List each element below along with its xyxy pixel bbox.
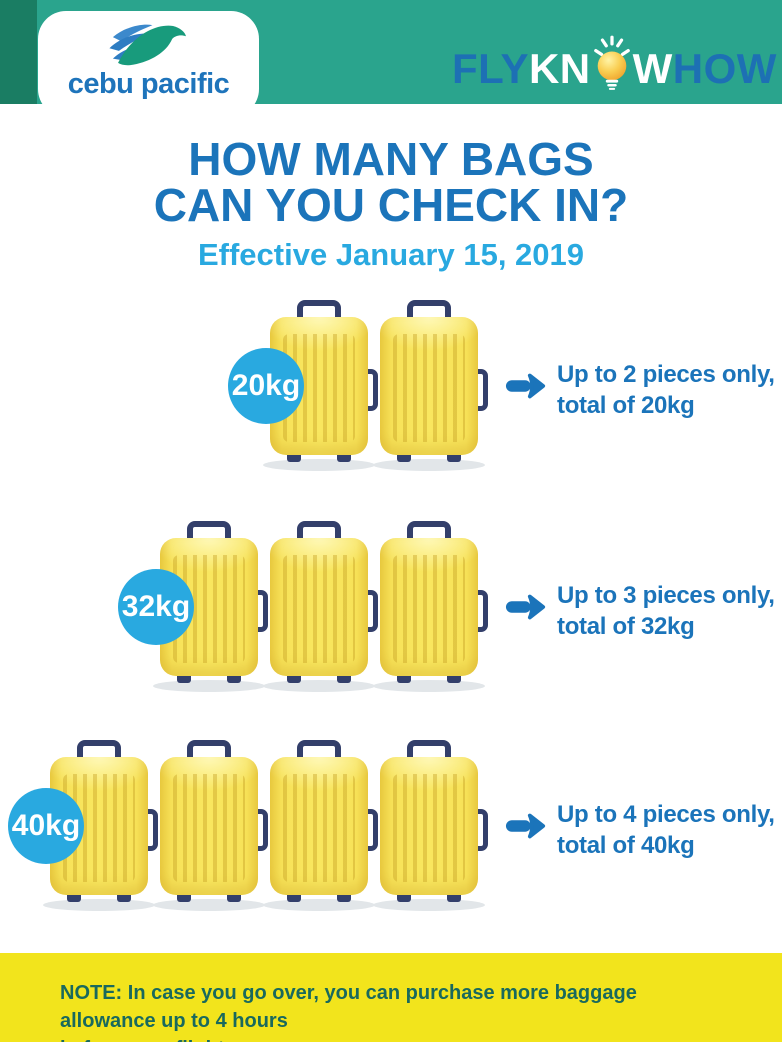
weight-badge-40kg: 40kg [8, 788, 84, 864]
suitcase-shadow [153, 899, 265, 911]
allowance-row-20kg: 20kg Up to 2 pieces only, total of 20kg [0, 300, 782, 471]
suitcase-icon [263, 521, 378, 692]
allowance-row-32kg: 32kg Up to 3 pie [0, 521, 782, 692]
suitcase-ribs [283, 555, 355, 663]
suitcase-top-handle [187, 521, 231, 549]
suitcase-group-40kg: 40kg [8, 740, 488, 911]
banner-left-accent [0, 0, 37, 104]
suitcase-wheel [447, 451, 461, 462]
suitcase-top-handle [297, 521, 341, 549]
suitcase-wheel [287, 451, 301, 462]
suitcase-wheel [227, 672, 241, 683]
allowance-caption-20kg: Up to 2 pieces only, total of 20kg [557, 359, 775, 421]
caption-line2: total of 20kg [557, 392, 695, 419]
effective-date: Effective January 15, 2019 [197, 237, 585, 272]
suitcase-ribs [393, 555, 465, 663]
suitcase-top-handle [187, 740, 231, 768]
suitcase-top-handle [297, 740, 341, 768]
caption-line1: Up to 3 pieces only, [557, 582, 775, 609]
arrow-right-icon [505, 594, 546, 620]
suitcase-icon [153, 740, 268, 911]
allowance-row-40kg: 40kg [0, 740, 782, 911]
title-block: HOW MANY BAGS CAN YOU CHECK IN? Effectiv… [0, 136, 782, 273]
suitcase-ribs [393, 334, 465, 442]
suitcase-shadow [263, 899, 375, 911]
flyknowhow-fly: FLY [452, 45, 529, 92]
suitcase-group-32kg: 32kg [118, 521, 488, 692]
suitcase-wheel [397, 672, 411, 683]
caption-line1: Up to 2 pieces only, [557, 361, 775, 388]
suitcase-top-handle [77, 740, 121, 768]
lightbulb-icon [593, 35, 630, 90]
suitcase-shadow [153, 680, 265, 692]
page-title-line1: HOW MANY BAGS [188, 133, 594, 185]
suitcase-wheel [337, 451, 351, 462]
suitcase-wheel [397, 891, 411, 902]
suitcase-body [270, 757, 368, 895]
suitcase-ribs [173, 774, 245, 882]
suitcase-ribs [393, 774, 465, 882]
suitcase-wheel [177, 891, 191, 902]
suitcase-wheel [447, 672, 461, 683]
suitcase-wheel [227, 891, 241, 902]
suitcase-wheel [287, 672, 301, 683]
page-title-line2: CAN YOU CHECK IN? [153, 179, 629, 231]
suitcase-top-handle [297, 300, 341, 328]
note-line2: before your flight. [60, 1035, 722, 1042]
allowance-caption-40kg: Up to 4 pieces only, total of 40kg [557, 799, 775, 861]
suitcase-body [380, 317, 478, 455]
suitcase-wheel [337, 672, 351, 683]
weight-badge-32kg: 32kg [118, 569, 194, 645]
suitcase-body [160, 757, 258, 895]
arrow-right-icon [505, 813, 546, 839]
suitcase-wheel [67, 891, 81, 902]
suitcase-body [380, 757, 478, 895]
suitcase-icon [373, 740, 488, 911]
suitcase-wheel [337, 891, 351, 902]
eagle-icon [108, 24, 186, 66]
suitcase-shadow [373, 459, 485, 471]
suitcase-wheel [177, 672, 191, 683]
suitcase-wheel [397, 451, 411, 462]
allowance-caption-32kg: Up to 3 pieces only, total of 32kg [557, 580, 775, 642]
suitcase-body [270, 538, 368, 676]
suitcase-shadow [263, 680, 375, 692]
weight-badge-20kg: 20kg [228, 348, 304, 424]
suitcase-body [380, 538, 478, 676]
header-banner: cebu pacific FLY KN [0, 0, 782, 117]
suitcase-shadow [373, 680, 485, 692]
suitcase-icon [373, 300, 488, 471]
suitcase-wheel [287, 891, 301, 902]
suitcase-wheel [117, 891, 131, 902]
note-line1: NOTE: In case you go over, you can purch… [60, 982, 637, 1032]
suitcase-ribs [283, 774, 355, 882]
flyknowhow-w: W [632, 45, 673, 92]
flyknowhow-how: HOW [672, 45, 777, 92]
arrow-right-icon [505, 373, 546, 399]
caption-line2: total of 32kg [557, 613, 695, 640]
suitcase-icon [43, 740, 158, 911]
suitcase-icon [373, 521, 488, 692]
cebu-pacific-logo: cebu pacific [38, 11, 259, 117]
suitcase-top-handle [407, 740, 451, 768]
flyknowhow-logo: FLY KN [452, 35, 777, 93]
caption-line2: total of 40kg [557, 832, 695, 859]
suitcase-top-handle [407, 521, 451, 549]
flyknowhow-kn: KN [528, 45, 591, 92]
suitcase-shadow [373, 899, 485, 911]
note-bar: NOTE: In case you go over, you can purch… [0, 953, 782, 1042]
logo-text: cebu pacific [67, 68, 230, 100]
suitcase-shadow [43, 899, 155, 911]
suitcase-group-20kg: 20kg [228, 300, 488, 471]
suitcase-top-handle [407, 300, 451, 328]
caption-line1: Up to 4 pieces only, [557, 801, 775, 828]
suitcase-icon [263, 740, 378, 911]
suitcase-shadow [263, 459, 375, 471]
suitcase-wheel [447, 891, 461, 902]
